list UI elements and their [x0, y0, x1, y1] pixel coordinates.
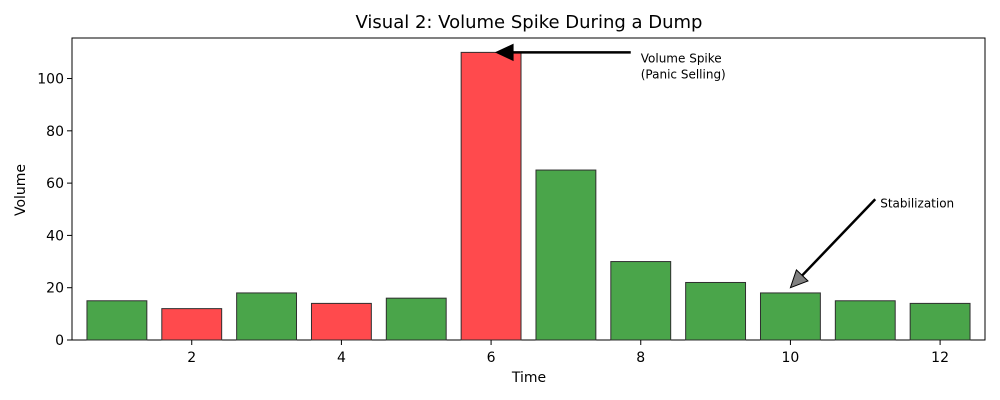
x-tick-label: 12 [931, 350, 949, 366]
bar-2 [161, 308, 223, 341]
x-tick-label: 10 [782, 350, 800, 366]
bar-9 [685, 281, 747, 341]
bar-12 [909, 302, 971, 341]
y-tick-label: 0 [55, 333, 64, 349]
bar-4 [310, 302, 372, 341]
annotation-text-1-0: Stabilization [880, 196, 954, 210]
y-tick-label: 20 [46, 281, 64, 297]
y-tick-label: 40 [46, 228, 64, 244]
x-tick-label: 4 [337, 350, 346, 366]
bar-5 [385, 297, 447, 341]
bars-group [86, 51, 971, 341]
bar-6 [460, 51, 522, 341]
annotations: Volume Spike (Panic Selling) Stabilization [494, 43, 954, 289]
y-ticks: 0 20 40 60 80 100 [37, 72, 72, 349]
x-ticks: 2 4 6 8 10 12 [187, 340, 949, 366]
bar-10 [759, 292, 821, 341]
y-tick-label: 80 [46, 124, 64, 140]
bar-8 [610, 261, 672, 341]
x-tick-label: 2 [187, 350, 196, 366]
x-tick-label: 8 [636, 350, 645, 366]
y-tick-label: 100 [37, 72, 64, 88]
y-tick-label: 60 [46, 176, 64, 192]
x-axis-label: Time [511, 370, 546, 386]
bar-3 [236, 292, 298, 341]
chart-title: Visual 2: Volume Spike During a Dump [355, 12, 702, 33]
y-axis-label: Volume [13, 164, 29, 216]
annotation-arrow-shaft-1 [801, 198, 877, 277]
x-tick-label: 6 [487, 350, 496, 366]
annotation-arrow-head-1 [789, 268, 809, 289]
annotation-text-0-1: (Panic Selling) [641, 67, 726, 81]
bar-1 [86, 300, 148, 341]
annotation-text-0-0: Volume Spike [641, 51, 722, 65]
bar-11 [834, 300, 896, 341]
annotation-arrow-head-0 [494, 43, 514, 62]
plot-frame [71, 37, 986, 341]
bar-7 [535, 169, 597, 341]
